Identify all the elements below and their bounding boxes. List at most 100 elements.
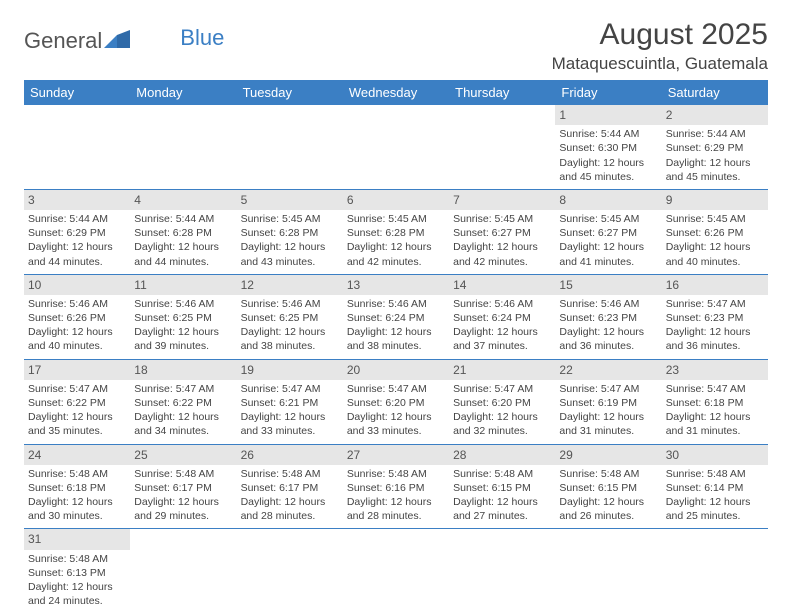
weekday-header: Saturday — [662, 80, 768, 105]
sunset-line: Sunset: 6:29 PM — [28, 226, 126, 240]
daylight-line: Daylight: 12 hours — [241, 325, 339, 339]
sunset-line: Sunset: 6:25 PM — [134, 311, 232, 325]
calendar-empty — [449, 529, 555, 613]
logo: General Blue — [24, 28, 224, 54]
sunrise-line: Sunrise: 5:45 AM — [666, 212, 764, 226]
calendar-day: 25Sunrise: 5:48 AMSunset: 6:17 PMDayligh… — [130, 444, 236, 529]
daylight-line: Daylight: 12 hours — [28, 325, 126, 339]
calendar-day: 29Sunrise: 5:48 AMSunset: 6:15 PMDayligh… — [555, 444, 661, 529]
sunset-line: Sunset: 6:26 PM — [28, 311, 126, 325]
daylight-line: and 44 minutes. — [28, 255, 126, 269]
calendar-day: 8Sunrise: 5:45 AMSunset: 6:27 PMDaylight… — [555, 189, 661, 274]
sunrise-line: Sunrise: 5:46 AM — [559, 297, 657, 311]
weekday-header-row: SundayMondayTuesdayWednesdayThursdayFrid… — [24, 80, 768, 105]
sunset-line: Sunset: 6:22 PM — [134, 396, 232, 410]
calendar-empty — [237, 105, 343, 189]
day-number: 30 — [662, 445, 768, 465]
sunset-line: Sunset: 6:14 PM — [666, 481, 764, 495]
calendar-day: 27Sunrise: 5:48 AMSunset: 6:16 PMDayligh… — [343, 444, 449, 529]
daylight-line: Daylight: 12 hours — [453, 410, 551, 424]
day-number: 15 — [555, 275, 661, 295]
weekday-header: Wednesday — [343, 80, 449, 105]
daylight-line: Daylight: 12 hours — [453, 325, 551, 339]
daylight-line: Daylight: 12 hours — [666, 240, 764, 254]
calendar-day: 12Sunrise: 5:46 AMSunset: 6:25 PMDayligh… — [237, 274, 343, 359]
calendar-day: 19Sunrise: 5:47 AMSunset: 6:21 PMDayligh… — [237, 359, 343, 444]
day-number: 21 — [449, 360, 555, 380]
calendar-day: 30Sunrise: 5:48 AMSunset: 6:14 PMDayligh… — [662, 444, 768, 529]
sunrise-line: Sunrise: 5:48 AM — [347, 467, 445, 481]
calendar-day: 15Sunrise: 5:46 AMSunset: 6:23 PMDayligh… — [555, 274, 661, 359]
day-number: 19 — [237, 360, 343, 380]
sunset-line: Sunset: 6:18 PM — [28, 481, 126, 495]
daylight-line: and 37 minutes. — [453, 339, 551, 353]
calendar-day: 26Sunrise: 5:48 AMSunset: 6:17 PMDayligh… — [237, 444, 343, 529]
sunset-line: Sunset: 6:27 PM — [559, 226, 657, 240]
day-number: 24 — [24, 445, 130, 465]
calendar-empty — [343, 105, 449, 189]
calendar-day: 16Sunrise: 5:47 AMSunset: 6:23 PMDayligh… — [662, 274, 768, 359]
weekday-header: Friday — [555, 80, 661, 105]
sunrise-line: Sunrise: 5:47 AM — [347, 382, 445, 396]
day-number: 14 — [449, 275, 555, 295]
daylight-line: and 38 minutes. — [347, 339, 445, 353]
day-number: 17 — [24, 360, 130, 380]
calendar-day: 18Sunrise: 5:47 AMSunset: 6:22 PMDayligh… — [130, 359, 236, 444]
daylight-line: and 26 minutes. — [559, 509, 657, 523]
daylight-line: and 25 minutes. — [666, 509, 764, 523]
day-number: 7 — [449, 190, 555, 210]
weekday-header: Thursday — [449, 80, 555, 105]
calendar-empty — [130, 105, 236, 189]
sunrise-line: Sunrise: 5:45 AM — [559, 212, 657, 226]
daylight-line: Daylight: 12 hours — [347, 325, 445, 339]
daylight-line: Daylight: 12 hours — [241, 410, 339, 424]
day-number: 22 — [555, 360, 661, 380]
daylight-line: and 40 minutes. — [666, 255, 764, 269]
logo-text-1: General — [24, 28, 102, 54]
calendar-day: 7Sunrise: 5:45 AMSunset: 6:27 PMDaylight… — [449, 189, 555, 274]
sunrise-line: Sunrise: 5:47 AM — [134, 382, 232, 396]
daylight-line: Daylight: 12 hours — [453, 240, 551, 254]
calendar-day: 28Sunrise: 5:48 AMSunset: 6:15 PMDayligh… — [449, 444, 555, 529]
sunset-line: Sunset: 6:23 PM — [559, 311, 657, 325]
calendar-day: 14Sunrise: 5:46 AMSunset: 6:24 PMDayligh… — [449, 274, 555, 359]
daylight-line: Daylight: 12 hours — [28, 240, 126, 254]
daylight-line: and 31 minutes. — [666, 424, 764, 438]
calendar-day: 5Sunrise: 5:45 AMSunset: 6:28 PMDaylight… — [237, 189, 343, 274]
calendar-week: 3Sunrise: 5:44 AMSunset: 6:29 PMDaylight… — [24, 189, 768, 274]
day-number: 28 — [449, 445, 555, 465]
sunrise-line: Sunrise: 5:48 AM — [559, 467, 657, 481]
daylight-line: Daylight: 12 hours — [134, 325, 232, 339]
calendar-day: 4Sunrise: 5:44 AMSunset: 6:28 PMDaylight… — [130, 189, 236, 274]
calendar-day: 1Sunrise: 5:44 AMSunset: 6:30 PMDaylight… — [555, 105, 661, 189]
sunrise-line: Sunrise: 5:46 AM — [241, 297, 339, 311]
calendar-week: 17Sunrise: 5:47 AMSunset: 6:22 PMDayligh… — [24, 359, 768, 444]
calendar-empty — [130, 529, 236, 613]
daylight-line: and 43 minutes. — [241, 255, 339, 269]
calendar-day: 10Sunrise: 5:46 AMSunset: 6:26 PMDayligh… — [24, 274, 130, 359]
daylight-line: and 33 minutes. — [347, 424, 445, 438]
sunset-line: Sunset: 6:22 PM — [28, 396, 126, 410]
daylight-line: and 40 minutes. — [28, 339, 126, 353]
sunrise-line: Sunrise: 5:45 AM — [241, 212, 339, 226]
sunset-line: Sunset: 6:17 PM — [134, 481, 232, 495]
daylight-line: Daylight: 12 hours — [347, 495, 445, 509]
daylight-line: and 45 minutes. — [666, 170, 764, 184]
daylight-line: Daylight: 12 hours — [559, 495, 657, 509]
sunrise-line: Sunrise: 5:47 AM — [666, 297, 764, 311]
day-number: 18 — [130, 360, 236, 380]
daylight-line: and 29 minutes. — [134, 509, 232, 523]
sunset-line: Sunset: 6:29 PM — [666, 141, 764, 155]
calendar-day: 9Sunrise: 5:45 AMSunset: 6:26 PMDaylight… — [662, 189, 768, 274]
sunset-line: Sunset: 6:15 PM — [453, 481, 551, 495]
daylight-line: and 42 minutes. — [453, 255, 551, 269]
day-number: 1 — [555, 105, 661, 125]
daylight-line: Daylight: 12 hours — [666, 325, 764, 339]
calendar-empty — [662, 529, 768, 613]
calendar-day: 20Sunrise: 5:47 AMSunset: 6:20 PMDayligh… — [343, 359, 449, 444]
daylight-line: and 30 minutes. — [28, 509, 126, 523]
sunset-line: Sunset: 6:16 PM — [347, 481, 445, 495]
sunrise-line: Sunrise: 5:47 AM — [453, 382, 551, 396]
sunrise-line: Sunrise: 5:47 AM — [666, 382, 764, 396]
daylight-line: and 41 minutes. — [559, 255, 657, 269]
